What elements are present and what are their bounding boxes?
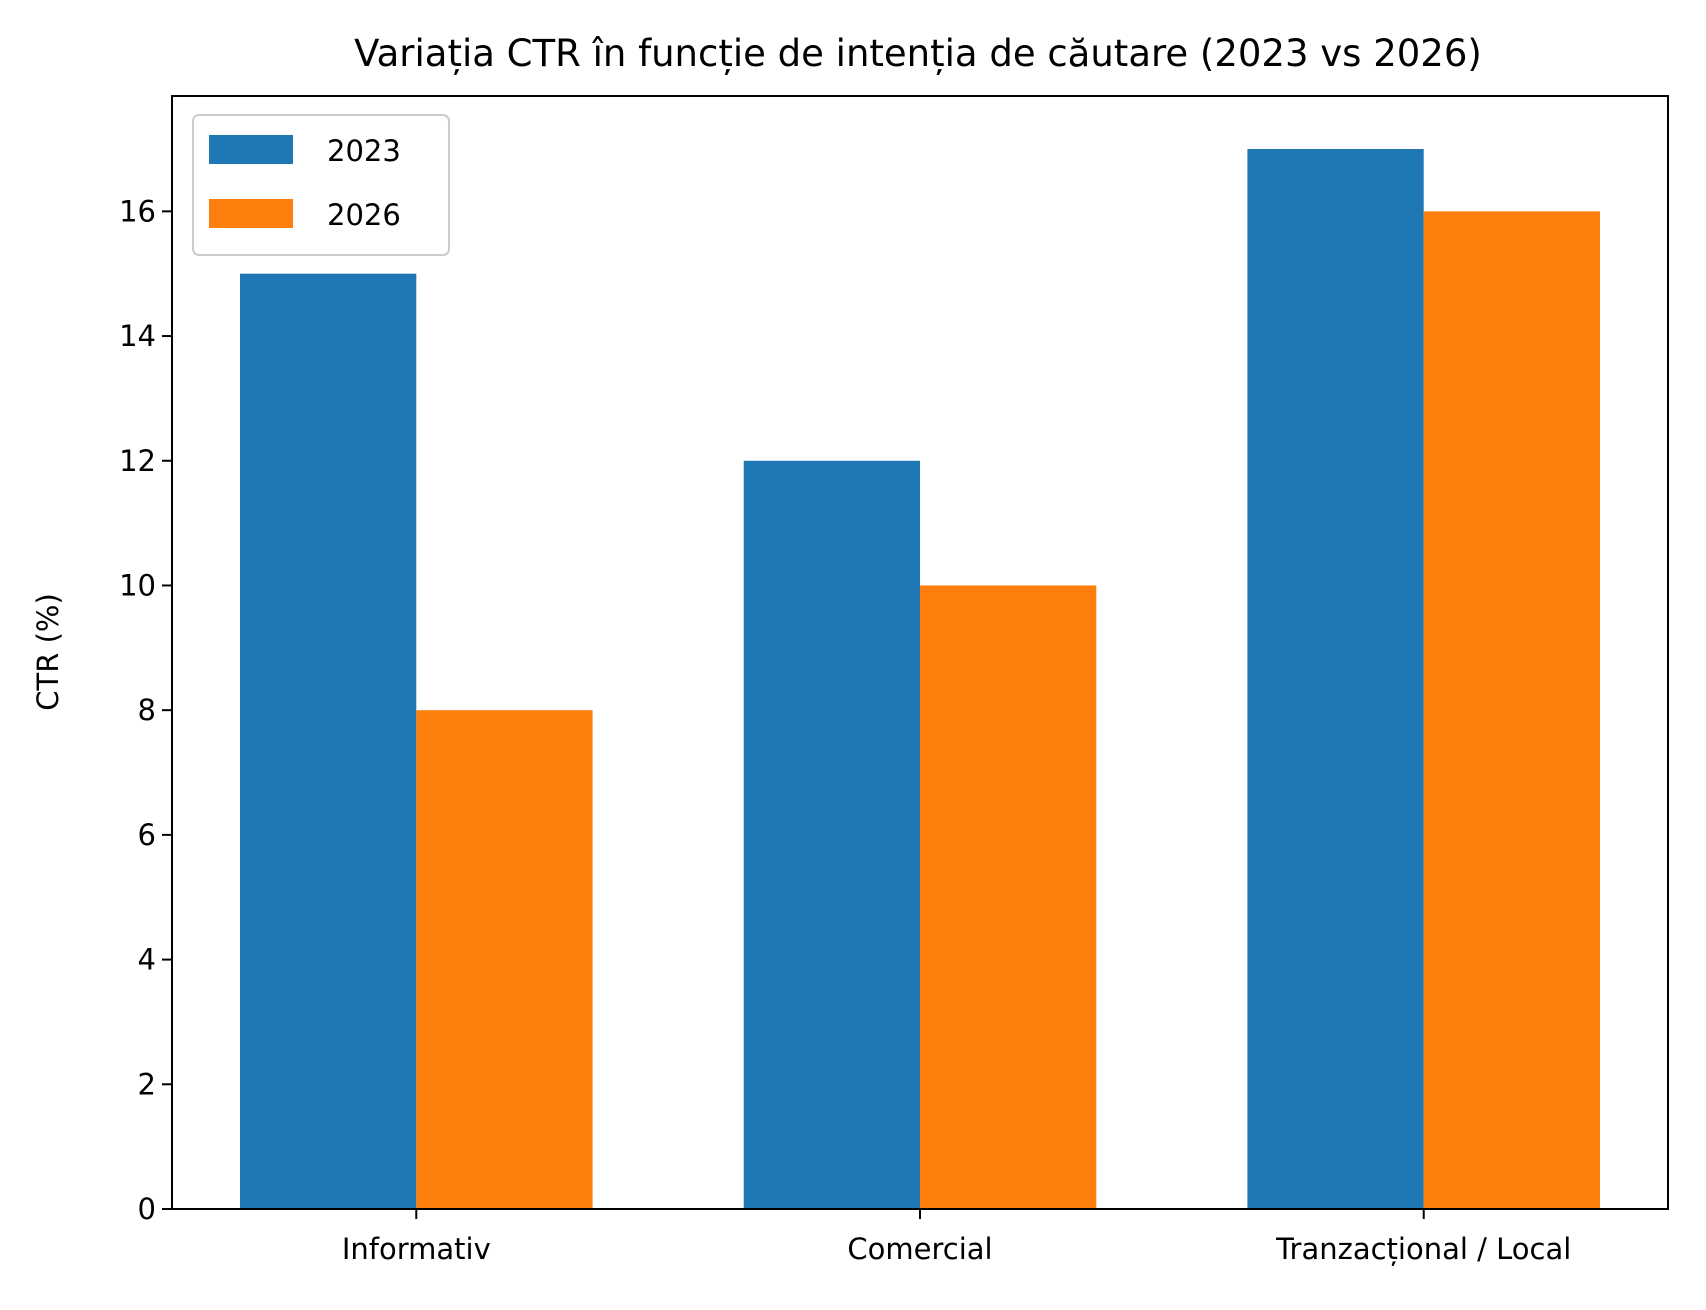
x-axis-ticks: Informativ Comercial Tranzacțional / Local xyxy=(342,1209,1571,1266)
bar-2023-2 xyxy=(1247,149,1424,1209)
y-tick-label: 4 xyxy=(138,943,156,977)
bar-2026-2 xyxy=(1423,211,1600,1210)
y-tick-label: 2 xyxy=(138,1067,156,1101)
y-tick-label: 14 xyxy=(119,319,156,353)
bar-2026-1 xyxy=(920,585,1097,1209)
legend-swatch-2026 xyxy=(209,199,293,228)
legend-swatch-2023 xyxy=(209,135,293,164)
y-tick-label: 8 xyxy=(138,693,156,727)
legend-label-2026: 2026 xyxy=(327,198,401,232)
bars-layer xyxy=(240,149,1600,1210)
x-tick-label: Informativ xyxy=(342,1232,491,1266)
legend-items: 2023 2026 xyxy=(209,134,401,232)
y-axis-ticks: 0 2 4 6 8 10 12 14 16 xyxy=(119,194,172,1226)
y-tick-label: 0 xyxy=(138,1192,156,1226)
y-tick-label: 16 xyxy=(119,194,156,228)
y-tick-label: 6 xyxy=(138,818,156,852)
chart-title: Variația CTR în funcție de intenția de c… xyxy=(354,32,1482,75)
y-tick-label: 10 xyxy=(119,568,156,602)
legend: 2023 2026 xyxy=(192,114,450,256)
bar-2026-0 xyxy=(416,710,593,1209)
legend-label-2023: 2023 xyxy=(327,134,401,168)
bar-2023-1 xyxy=(743,460,920,1209)
x-tick-label: Comercial xyxy=(847,1232,992,1266)
x-tick-label: Tranzacțional / Local xyxy=(1275,1232,1571,1266)
y-tick-label: 12 xyxy=(119,444,156,478)
y-axis-label: CTR (%) xyxy=(31,593,65,711)
bar-2023-0 xyxy=(240,273,417,1209)
